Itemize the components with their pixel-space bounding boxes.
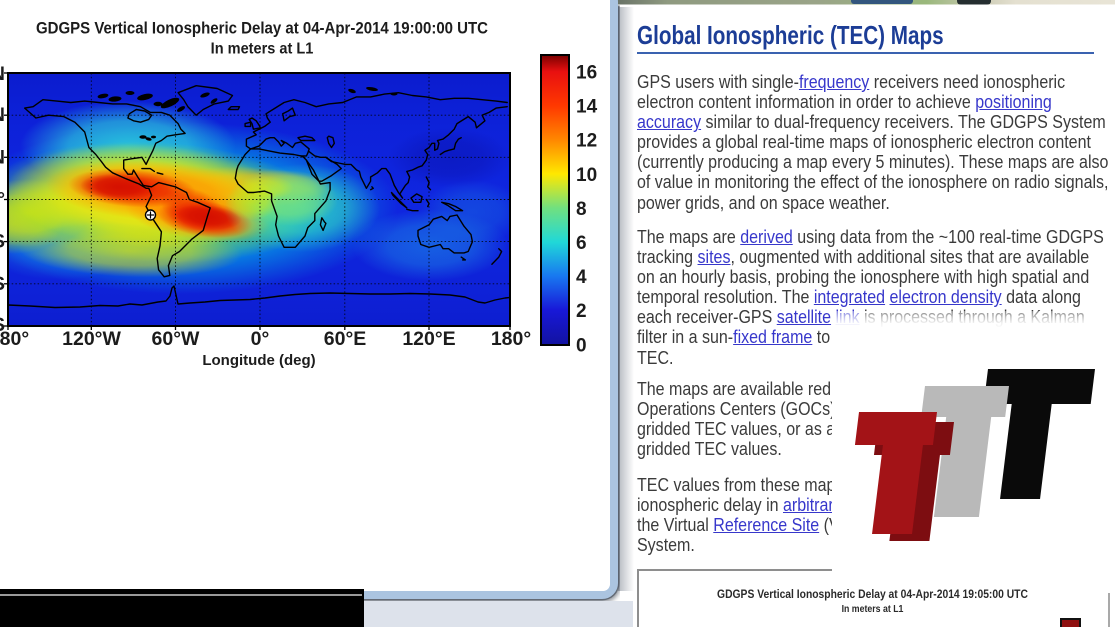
svg-text:In meters at L1: In meters at L1 bbox=[211, 40, 314, 58]
svg-text:8: 8 bbox=[576, 199, 587, 220]
svg-text:90°N: 90°N bbox=[0, 63, 5, 85]
svg-text:10: 10 bbox=[576, 165, 597, 186]
svg-text:180°: 180° bbox=[0, 328, 29, 350]
svg-text:Longitude (deg): Longitude (deg) bbox=[202, 352, 315, 369]
svg-text:120°W: 120°W bbox=[62, 328, 121, 350]
svg-text:GDGPS Vertical Ionospheric Del: GDGPS Vertical Ionospheric Delay at 04-A… bbox=[36, 20, 488, 38]
svg-text:60°S: 60°S bbox=[0, 273, 5, 295]
svg-text:30°N: 30°N bbox=[0, 146, 5, 168]
svg-text:90°S: 90°S bbox=[0, 314, 5, 336]
svg-text:60°N: 60°N bbox=[0, 104, 5, 126]
svg-text:14: 14 bbox=[576, 97, 598, 118]
svg-text:2: 2 bbox=[576, 301, 587, 322]
svg-text:60°W: 60°W bbox=[152, 328, 200, 350]
svg-text:6: 6 bbox=[576, 233, 587, 254]
svg-text:0°: 0° bbox=[251, 328, 270, 350]
svg-text:4: 4 bbox=[576, 267, 587, 288]
svg-text:12: 12 bbox=[576, 131, 597, 152]
svg-text:180°: 180° bbox=[491, 328, 531, 350]
svg-text:30°S: 30°S bbox=[0, 231, 5, 253]
svg-text:16: 16 bbox=[576, 63, 597, 84]
svg-text:120°E: 120°E bbox=[402, 328, 455, 350]
svg-text:0°: 0° bbox=[0, 189, 5, 211]
svg-text:60°E: 60°E bbox=[324, 328, 367, 350]
svg-text:0: 0 bbox=[576, 335, 587, 356]
